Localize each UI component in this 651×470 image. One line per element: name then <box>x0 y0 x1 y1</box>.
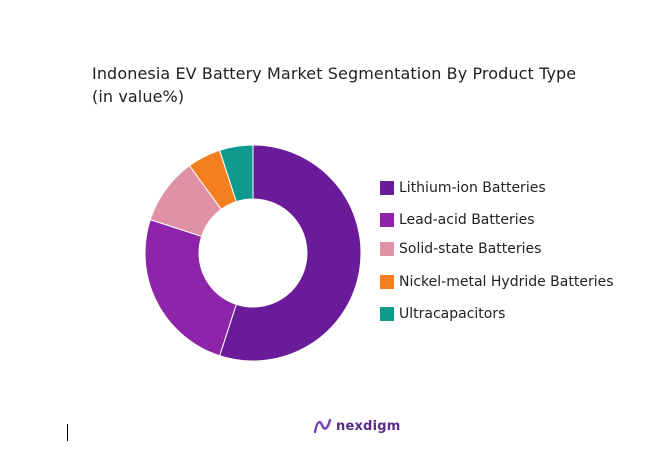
pie-slice-ultracapacitors <box>218 144 254 203</box>
legend-swatch <box>380 307 394 321</box>
legend-item: Lead-acid Batteries <box>380 212 535 228</box>
legend-label: Ultracapacitors <box>399 306 506 322</box>
legend-swatch <box>380 213 394 227</box>
chart-title-block: Indonesia EV Battery Market Segmentation… <box>92 62 576 108</box>
pie-slice-lithium-ion-batteries <box>218 144 362 362</box>
legend-item: Nickel-metal Hydride Batteries <box>380 274 614 290</box>
legend-item: Solid-state Batteries <box>380 241 541 257</box>
pie-slice-lead-acid-batteries <box>144 218 237 357</box>
nexdigm-logo-icon <box>313 418 332 434</box>
brand-logo: nexdigm <box>313 417 400 435</box>
legend-swatch <box>380 181 394 195</box>
legend-swatch <box>380 242 394 256</box>
legend-swatch <box>380 275 394 289</box>
text-cursor <box>67 424 68 441</box>
legend-item: Lithium-ion Batteries <box>380 180 546 196</box>
legend-item: Ultracapacitors <box>380 306 505 322</box>
legend-label: Solid-state Batteries <box>399 241 542 257</box>
chart-title: Indonesia EV Battery Market Segmentation… <box>92 64 577 83</box>
legend-label: Lithium-ion Batteries <box>399 180 546 196</box>
chart-subtitle: (in value%) <box>92 87 185 106</box>
brand-name: nexdigm <box>336 418 401 434</box>
legend-label: Nickel-metal Hydride Batteries <box>399 274 614 290</box>
legend-label: Lead-acid Batteries <box>399 212 535 228</box>
